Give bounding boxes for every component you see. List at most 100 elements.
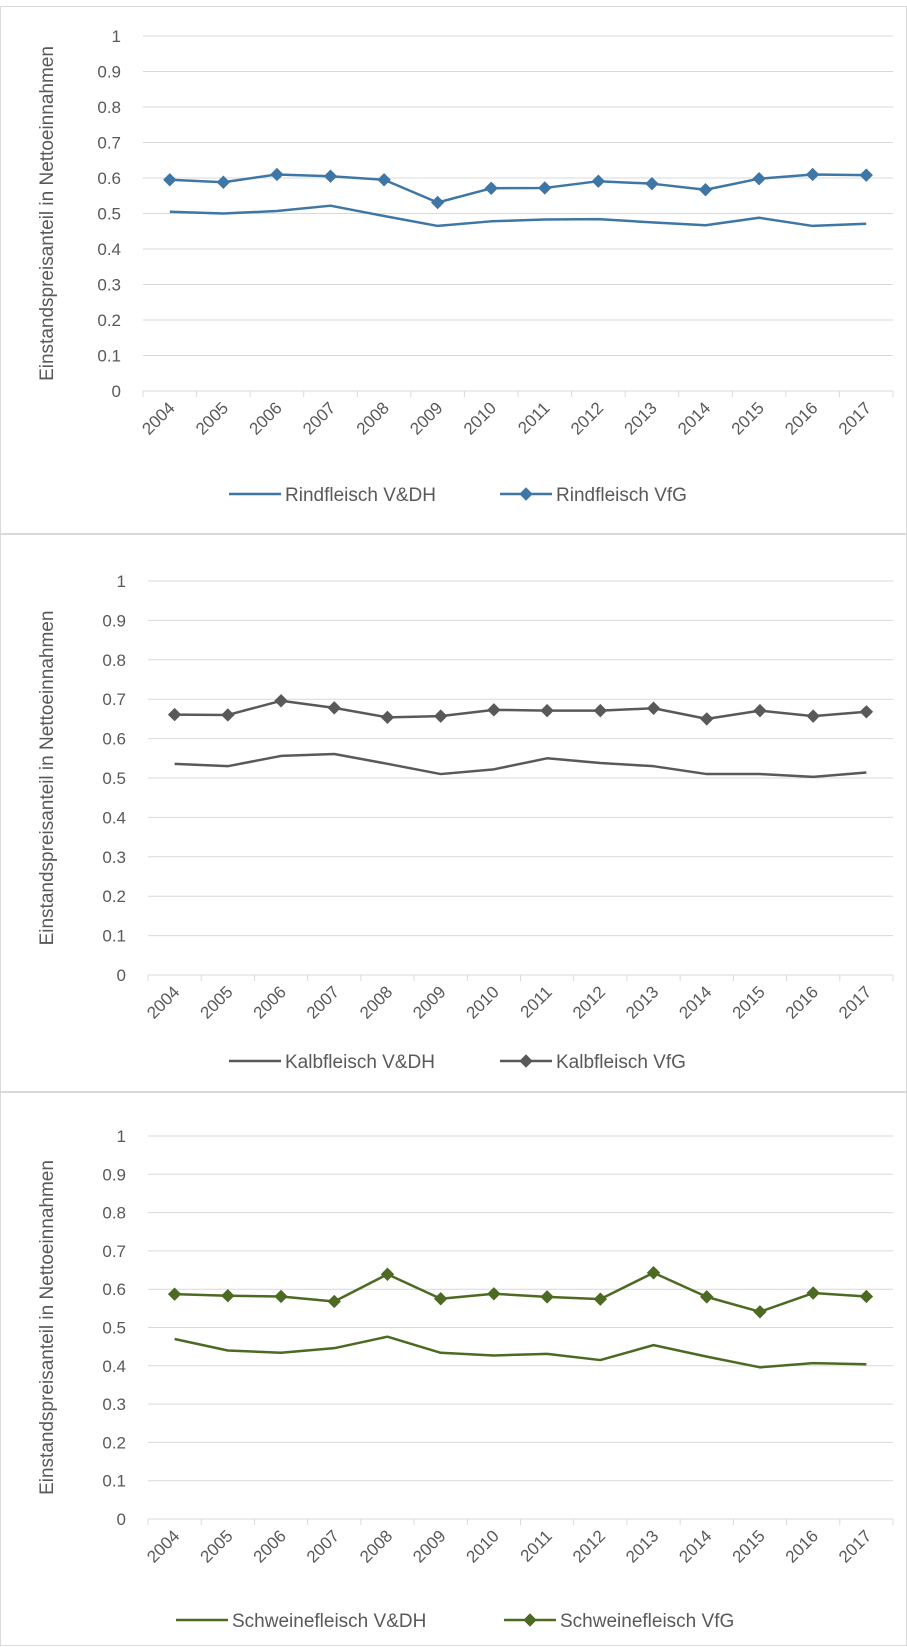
legend-label-0: Schweinefleisch V&DH (232, 1611, 426, 1632)
y-tick-label: 1 (112, 27, 121, 46)
x-tick-label: 2016 (782, 1526, 822, 1566)
x-tick-label: 2014 (675, 1526, 715, 1566)
data-point (433, 1292, 448, 1306)
data-point (167, 707, 182, 722)
data-point (487, 1287, 501, 1301)
y-tick-label: 1 (117, 1127, 126, 1146)
x-tick-label: 2010 (463, 982, 503, 1022)
chart-rindfleisch: 0 0.1 0.2 0.3 0.4 0.5 0.6 0.7 0.8 0.9 1 2004 2005 200… (37, 27, 894, 506)
x-tick-label: 2017 (835, 1526, 875, 1566)
x-tick-label: 2010 (460, 398, 500, 438)
x-tick-label: 2008 (356, 1526, 396, 1566)
y-tick-label: 0.4 (102, 808, 126, 827)
x-tick-label: 2006 (246, 398, 286, 438)
x-tick-label: 2007 (303, 982, 343, 1022)
x-tick-label: 2016 (781, 398, 821, 438)
series-line-0 (169, 204, 867, 228)
x-tick-label: 2016 (782, 982, 822, 1022)
series-line-1 (169, 173, 867, 204)
x-tick-label: 2009 (406, 398, 446, 438)
data-point (700, 712, 714, 726)
x-tick-label: 2013 (621, 398, 661, 438)
chart-panel-rindfleisch: 0 0.1 0.2 0.3 0.4 0.5 0.6 0.7 0.8 0.9 1 2004 2005 200… (0, 6, 907, 534)
y-tick-label: 0.5 (102, 1319, 126, 1338)
y-tick-label: 1 (117, 572, 126, 591)
chart-panel-schweinefleisch: 0 0.1 0.2 0.3 0.4 0.5 0.6 0.7 0.8 0.9 1 2004 2005 200… (0, 1092, 907, 1646)
x-tick-label: 2004 (143, 1526, 183, 1566)
x-tick-label: 2015 (729, 982, 769, 1022)
data-point (430, 195, 445, 210)
data-point (752, 172, 766, 186)
y-tick-label: 0.5 (102, 769, 126, 788)
data-point (805, 167, 820, 182)
legend-label-1: Kalbfleisch VfG (556, 1052, 686, 1073)
y-tick-label: 0.6 (102, 1280, 126, 1299)
y-tick-label: 0.9 (102, 611, 126, 630)
y-tick-label: 0.9 (97, 63, 121, 82)
y-tick-label: 0.2 (97, 311, 121, 330)
legend-label-1: Schweinefleisch VfG (560, 1611, 734, 1632)
data-point (380, 710, 395, 725)
x-tick-label: 2013 (622, 1526, 662, 1566)
x-tick-label: 2012 (569, 982, 609, 1022)
legend-label-0: Kalbfleisch V&DH (285, 1052, 435, 1073)
y-tick-label: 0.1 (97, 347, 121, 366)
y-tick-label: 0.1 (102, 927, 126, 946)
y-tick-label: 0.7 (97, 134, 121, 153)
series-line-1 (174, 699, 867, 721)
data-point (540, 1290, 554, 1304)
y-tick-label: 0.9 (102, 1165, 126, 1184)
y-tick-label: 0.3 (97, 276, 121, 295)
data-point (753, 1305, 767, 1319)
x-tick-label: 2015 (728, 398, 768, 438)
data-point (593, 1292, 608, 1306)
y-tick-label: 0.6 (97, 169, 121, 188)
data-point (274, 694, 288, 708)
data-point (221, 1289, 235, 1303)
data-point (380, 1267, 395, 1281)
legend-marker (523, 1613, 537, 1627)
x-tick-label: 2015 (729, 1526, 769, 1566)
chart-schweinefleisch: 0 0.1 0.2 0.3 0.4 0.5 0.6 0.7 0.8 0.9 1 2004 2005 200… (37, 1127, 894, 1632)
data-point (646, 1266, 661, 1280)
data-point (698, 183, 713, 197)
x-tick-label: 2008 (353, 398, 393, 438)
data-point (591, 174, 606, 188)
y-axis-label: Einstandspreisanteil in Nettoeinnahmen (37, 46, 58, 381)
x-tick-label: 2005 (192, 398, 232, 438)
data-point (327, 701, 341, 715)
x-tick-label: 2014 (675, 982, 715, 1022)
y-tick-label: 0.8 (102, 1204, 126, 1223)
x-tick-label: 2011 (517, 1526, 556, 1565)
y-tick-label: 0 (112, 382, 121, 401)
data-point (806, 709, 820, 723)
y-tick-label: 0.2 (102, 1433, 126, 1452)
x-tick-label: 2011 (514, 398, 553, 437)
y-axis-label: Einstandspreisanteil in Nettoeinnahmen (37, 1160, 58, 1495)
x-tick-label: 2010 (463, 1526, 503, 1566)
series-line-0 (174, 1335, 867, 1369)
data-point (327, 1294, 341, 1309)
data-point (221, 708, 235, 722)
data-point (216, 175, 231, 189)
y-tick-label: 0.5 (97, 205, 121, 224)
x-tick-label: 2008 (356, 982, 396, 1022)
y-tick-label: 0.6 (102, 730, 126, 749)
data-point (484, 181, 498, 196)
x-tick-label: 2009 (409, 1526, 449, 1566)
data-point (593, 703, 608, 718)
y-tick-label: 0.4 (97, 240, 121, 259)
x-tick-label: 2006 (250, 982, 290, 1022)
chart-kalbfleisch: 0 0.1 0.2 0.3 0.4 0.5 0.6 0.7 0.8 0.9 1 2004 2005 200… (37, 572, 894, 1073)
data-point (274, 1289, 288, 1304)
x-tick-label: 2011 (517, 982, 556, 1021)
data-point (323, 169, 338, 183)
legend-label-0: Rindfleisch V&DH (285, 485, 436, 506)
data-point (538, 181, 552, 195)
data-point (487, 703, 501, 717)
y-tick-label: 0.2 (102, 887, 126, 906)
x-tick-label: 2004 (138, 398, 178, 438)
series-line-1 (174, 1271, 867, 1314)
y-tick-label: 0 (117, 966, 126, 985)
y-tick-label: 0.3 (102, 848, 126, 867)
